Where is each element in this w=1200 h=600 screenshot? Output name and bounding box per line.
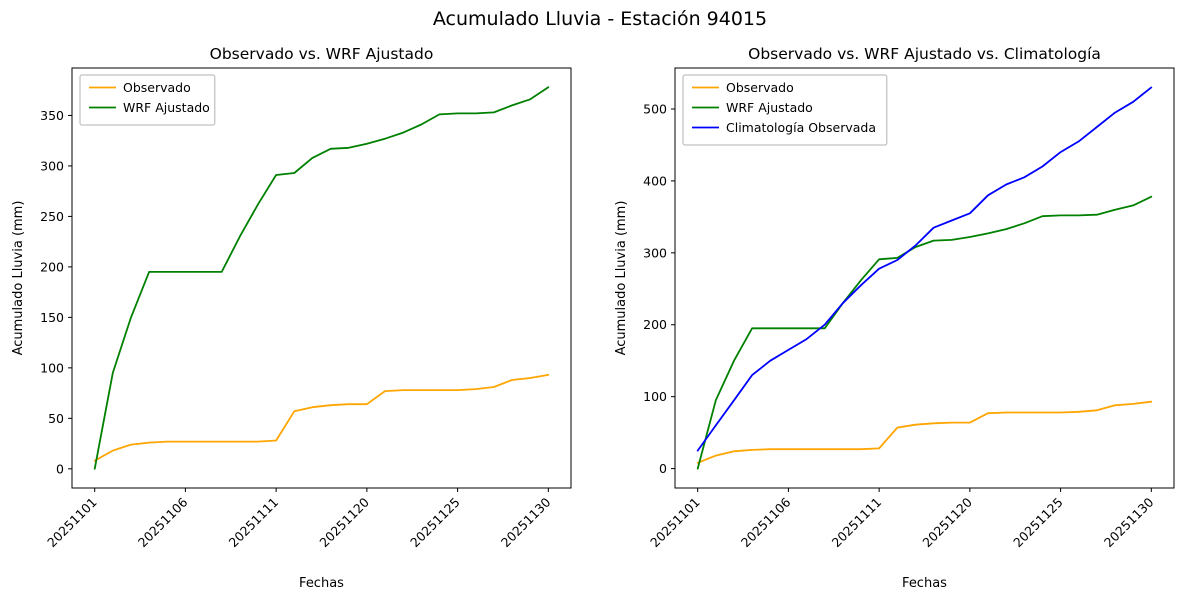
charts-row: Observado vs. WRF Ajustado 0 50 100 150 200 25… [0,38,1200,594]
svg-text:20251125: 20251125 [407,495,463,551]
svg-text:20251111: 20251111 [829,495,885,551]
svg-text:Acumulado Lluvia (mm): Acumulado Lluvia (mm) [614,201,629,356]
svg-text:20251125: 20251125 [1010,495,1066,551]
svg-text:0: 0 [659,461,667,476]
svg-text:20251106: 20251106 [738,494,794,550]
svg-text:20251101: 20251101 [647,495,703,551]
svg-text:Fechas: Fechas [902,576,947,591]
svg-text:20251130: 20251130 [1101,494,1157,550]
svg-text:100: 100 [643,389,667,404]
svg-text:WRF Ajustado: WRF Ajustado [123,100,210,115]
svg-text:20251111: 20251111 [226,495,282,551]
figure-title: Acumulado Lluvia - Estación 94015 [432,8,768,30]
svg-text:Acumulado Lluvia (mm): Acumulado Lluvia (mm) [11,201,26,356]
svg-text:20251120: 20251120 [316,494,372,550]
svg-text:300: 300 [40,158,64,173]
svg-text:20251120: 20251120 [919,494,975,550]
svg-text:20251106: 20251106 [135,494,191,550]
svg-text:500: 500 [643,101,667,116]
svg-text:400: 400 [643,173,667,188]
svg-text:Observado: Observado [726,80,794,95]
svg-text:Observado: Observado [123,80,191,95]
right-chart-observado-wrf-climatologia: Observado vs. WRF Ajustado vs. Climatolo… [614,45,1175,591]
svg-text:200: 200 [643,317,667,332]
svg-text:Observado vs. WRF Ajustado: Observado vs. WRF Ajustado [210,45,434,63]
svg-text:Fechas: Fechas [299,576,344,591]
svg-text:Climatología Observada: Climatología Observada [726,120,876,135]
svg-text:150: 150 [40,310,64,325]
svg-text:20251130: 20251130 [498,494,554,550]
left-chart-observado-vs-wrf: Observado vs. WRF Ajustado 0 50 100 150 200 25… [11,45,572,591]
svg-text:0: 0 [56,461,64,476]
svg-text:WRF Ajustado: WRF Ajustado [726,100,813,115]
svg-text:20251101: 20251101 [44,495,100,551]
svg-text:Observado vs. WRF Ajustado vs.: Observado vs. WRF Ajustado vs. Climatolo… [748,45,1101,63]
svg-text:250: 250 [40,209,64,224]
svg-text:350: 350 [40,108,64,123]
svg-text:300: 300 [643,245,667,260]
svg-text:200: 200 [40,259,64,274]
svg-text:100: 100 [40,360,64,375]
svg-text:50: 50 [48,411,64,426]
